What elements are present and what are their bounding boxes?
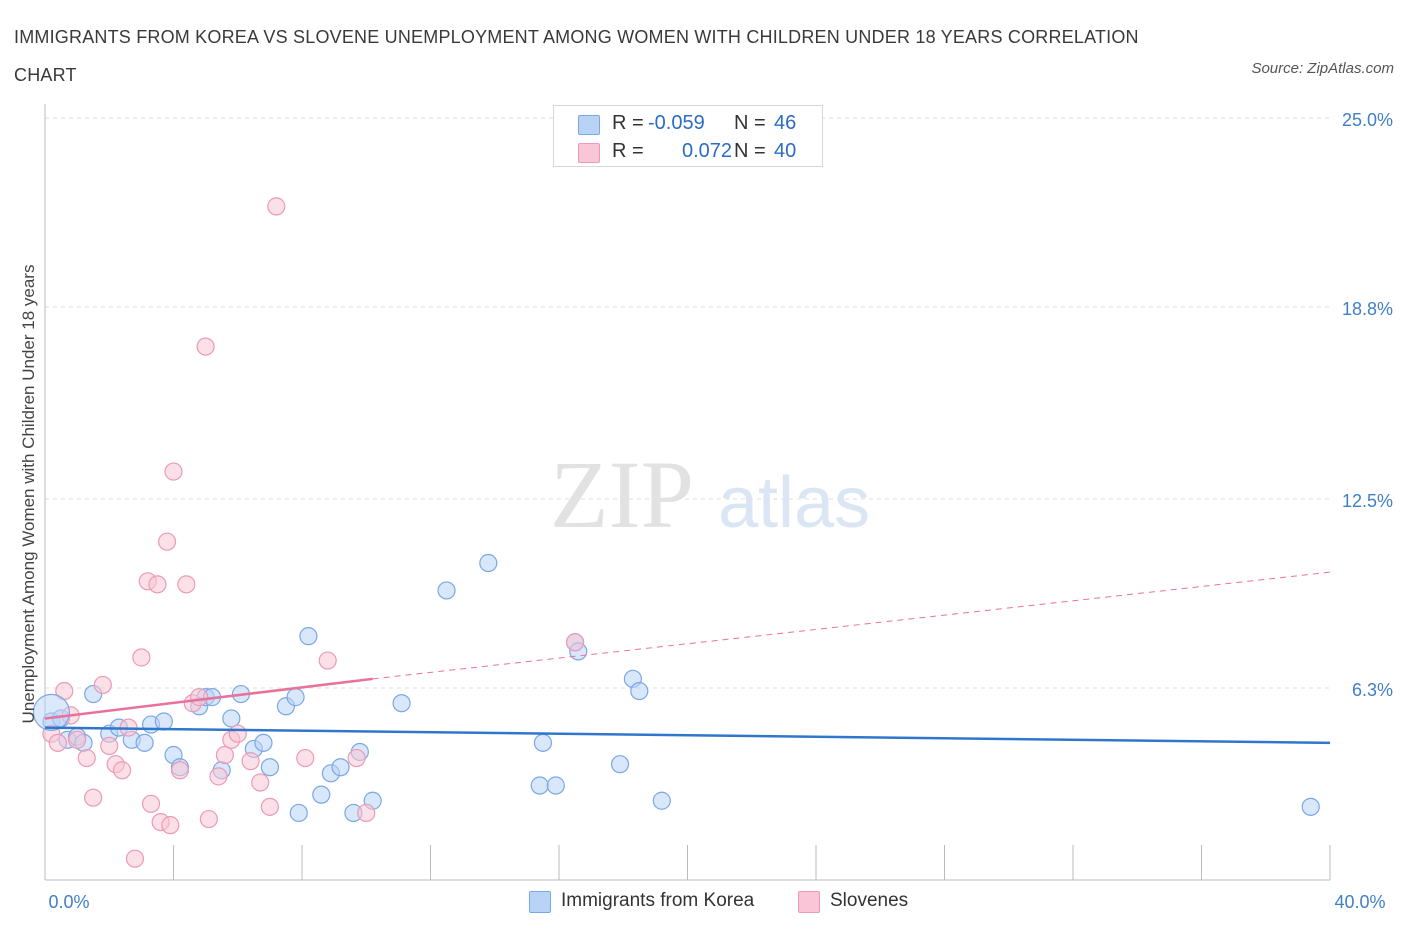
korea-point xyxy=(530,776,549,795)
slovene-point xyxy=(190,688,209,707)
slovene-point xyxy=(565,633,585,652)
slovene-point xyxy=(347,748,366,768)
slovene-point xyxy=(77,748,96,768)
korea-swatch xyxy=(578,115,600,135)
korea-point xyxy=(479,553,498,573)
korea-point xyxy=(610,755,630,774)
slovene-point xyxy=(318,651,337,670)
slovene-point xyxy=(84,788,103,807)
slovene-point xyxy=(148,575,167,594)
slovene-point xyxy=(241,752,260,771)
series-legend: Immigrants from Korea Slovenes xyxy=(0,888,1406,918)
slovene-point xyxy=(141,794,161,813)
x-tick-label: 40.0% xyxy=(1334,892,1385,912)
korea-point xyxy=(546,776,565,795)
slovene-point xyxy=(68,730,87,749)
y-tick-label: 18.8% xyxy=(1342,299,1393,319)
korea-swatch xyxy=(529,891,551,913)
r-value: 0.072 xyxy=(682,140,733,162)
korea-point xyxy=(260,758,279,777)
r-value: -0.059 xyxy=(648,112,705,134)
watermark: ZIP atlas xyxy=(550,441,870,548)
slovene-point xyxy=(296,748,315,768)
y-tick-label: 6.3% xyxy=(1352,680,1393,700)
slovene-point xyxy=(357,803,376,823)
slovene-point xyxy=(209,767,228,786)
korea-point xyxy=(312,785,331,804)
data-points xyxy=(32,197,1320,868)
slovene-point xyxy=(228,724,247,743)
slovene-point xyxy=(93,675,112,695)
korea-point xyxy=(135,733,154,752)
slovene-point xyxy=(260,797,279,816)
legend-label: Slovenes xyxy=(830,890,909,911)
korea-point xyxy=(392,694,411,713)
slovene-point xyxy=(215,745,234,765)
korea-point xyxy=(652,791,671,810)
korea-point xyxy=(299,627,318,646)
slovene-point xyxy=(164,462,183,481)
slovene-point xyxy=(161,816,180,835)
slovene-point xyxy=(196,337,215,356)
y-tick-label: 25.0% xyxy=(1342,110,1393,130)
korea-point xyxy=(154,712,173,731)
korea-point xyxy=(286,688,305,707)
korea-point xyxy=(289,803,308,823)
slovene-point xyxy=(267,197,286,216)
slovene-trend-line xyxy=(44,677,373,720)
korea-point xyxy=(533,733,553,752)
korea-point xyxy=(630,681,649,701)
slovene-swatch xyxy=(578,143,600,163)
korea-point xyxy=(254,733,273,752)
slovene-point xyxy=(251,773,270,792)
slovene-point xyxy=(125,849,145,868)
correlation-legend: R = -0.059 N = 46 R = 0.072 N = 40 xyxy=(553,105,823,167)
slovene-point xyxy=(177,575,196,594)
slovene-point xyxy=(112,761,132,780)
slovene-point xyxy=(132,648,151,667)
slovene-trend-extension xyxy=(372,571,1331,680)
korea-point xyxy=(32,693,71,731)
korea-point xyxy=(1301,797,1320,816)
r-label: R = xyxy=(612,140,644,162)
korea-point xyxy=(222,709,241,728)
source-note: Source: ZipAtlas.com xyxy=(1251,60,1394,77)
r-label: R = xyxy=(612,112,644,134)
n-label: N = xyxy=(734,112,766,134)
n-label: N = xyxy=(734,140,766,162)
korea-trend-line xyxy=(44,726,1331,745)
tick-labels: 6.3% 12.5% 18.8% 25.0% 0.0% 40.0% xyxy=(48,110,1393,912)
watermark-zip: ZIP xyxy=(550,441,694,548)
legend-label: Immigrants from Korea xyxy=(561,890,755,911)
korea-point xyxy=(331,758,350,777)
y-axis-label: Unemployment Among Women with Children U… xyxy=(19,265,38,724)
chart-title: IMMIGRANTS FROM KOREA VS SLOVENE UNEMPLO… xyxy=(14,27,1139,85)
n-value: 40 xyxy=(774,140,797,162)
slovene-point xyxy=(100,736,119,755)
trend-lines xyxy=(44,571,1331,745)
slovene-point xyxy=(48,733,67,752)
axes xyxy=(44,104,1331,881)
watermark-atlas: atlas xyxy=(718,463,870,543)
n-value: 46 xyxy=(774,112,797,134)
grid-lines xyxy=(45,117,1330,689)
slovene-swatch xyxy=(798,891,820,913)
y-tick-label: 12.5% xyxy=(1342,491,1393,511)
slovene-point xyxy=(199,809,218,829)
x-tick-label: 0.0% xyxy=(48,892,89,912)
slovene-point xyxy=(157,532,177,551)
slovene-point xyxy=(170,761,190,780)
korea-point xyxy=(437,581,456,600)
